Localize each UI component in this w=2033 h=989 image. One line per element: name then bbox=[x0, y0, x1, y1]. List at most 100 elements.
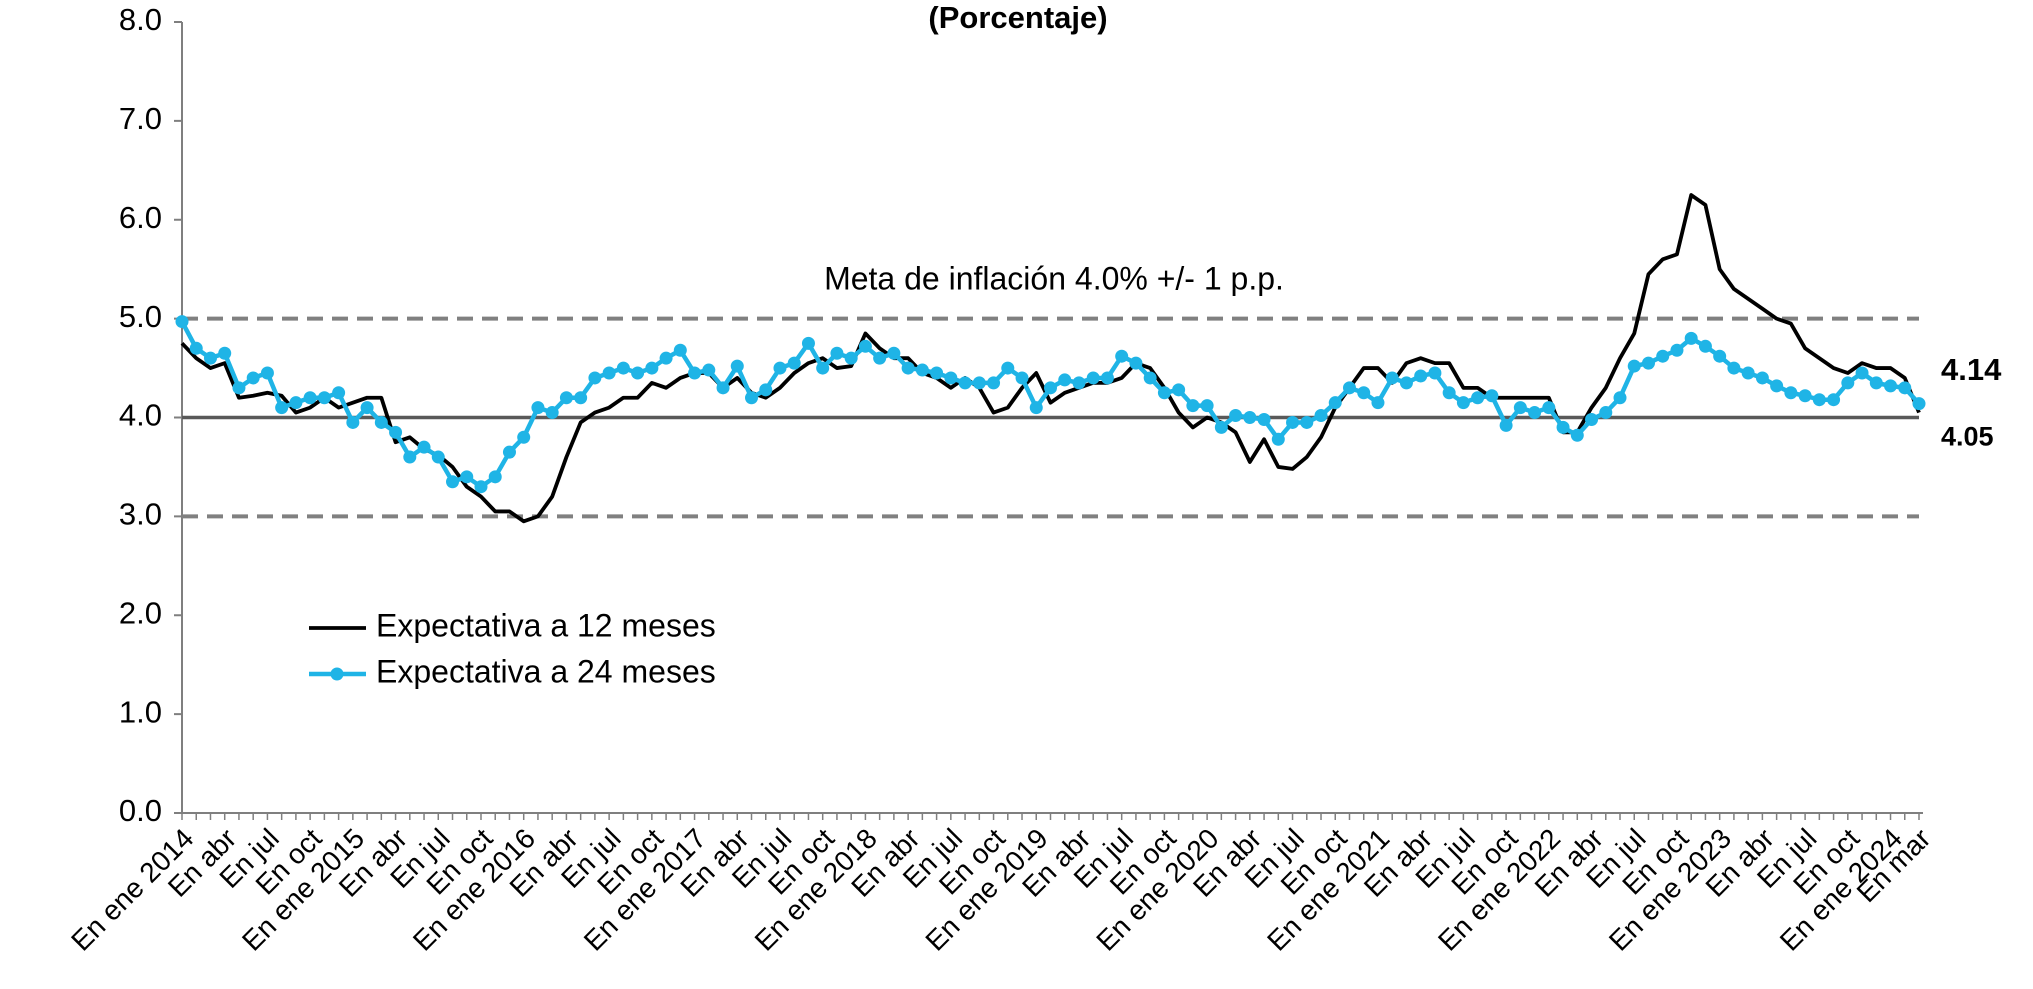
series-marker bbox=[1300, 415, 1314, 429]
series-marker bbox=[332, 386, 346, 400]
series-marker bbox=[716, 381, 730, 395]
series-marker bbox=[1200, 399, 1214, 413]
series-marker bbox=[1342, 381, 1356, 395]
series-marker bbox=[1399, 376, 1413, 390]
series-marker bbox=[858, 339, 872, 353]
series-marker bbox=[517, 430, 531, 444]
series-marker bbox=[1442, 386, 1456, 400]
series-marker bbox=[1143, 371, 1157, 385]
series-marker bbox=[1855, 366, 1869, 380]
series-marker bbox=[1585, 412, 1599, 426]
series-marker bbox=[745, 391, 759, 405]
series-marker bbox=[303, 391, 317, 405]
series-marker bbox=[175, 315, 189, 329]
series-marker bbox=[403, 450, 417, 464]
series-marker bbox=[1157, 386, 1171, 400]
series-marker bbox=[688, 366, 702, 380]
series-marker bbox=[1172, 383, 1186, 397]
series-marker bbox=[1357, 386, 1371, 400]
series-marker bbox=[673, 343, 687, 357]
series-marker bbox=[374, 415, 388, 429]
series-marker bbox=[1869, 376, 1883, 390]
series-marker bbox=[1044, 381, 1057, 395]
series-marker bbox=[887, 346, 901, 360]
series-marker bbox=[873, 351, 887, 365]
series-marker bbox=[260, 366, 274, 380]
series-marker bbox=[1641, 356, 1655, 370]
annotation: Meta de inflación 4.0% +/- 1 p.p. bbox=[824, 260, 1284, 296]
series-marker bbox=[1542, 401, 1556, 415]
series-marker bbox=[1029, 401, 1043, 415]
series-marker bbox=[1414, 369, 1428, 383]
series-marker bbox=[346, 415, 360, 429]
series-marker bbox=[816, 361, 830, 375]
series-marker bbox=[1086, 371, 1100, 385]
series-marker bbox=[1485, 389, 1499, 403]
series-marker bbox=[1513, 401, 1527, 415]
series-marker bbox=[1670, 343, 1684, 357]
series-marker bbox=[1841, 376, 1855, 390]
chart-title: (Porcentaje) bbox=[928, 0, 1107, 35]
series-marker bbox=[958, 376, 972, 390]
series-marker bbox=[588, 371, 602, 385]
series-marker bbox=[1556, 420, 1570, 434]
series-marker bbox=[1456, 396, 1470, 410]
series-marker bbox=[631, 366, 645, 380]
series-marker bbox=[1627, 359, 1641, 373]
end-value-label: 4.05 bbox=[1941, 422, 1994, 452]
y-tick-label: 5.0 bbox=[119, 299, 162, 334]
legend-label: Expectativa a 12 meses bbox=[376, 607, 716, 643]
series-marker bbox=[1770, 379, 1784, 393]
series-marker bbox=[246, 371, 260, 385]
series-marker bbox=[1884, 379, 1898, 393]
series-marker bbox=[1058, 373, 1072, 387]
series-marker bbox=[1314, 409, 1328, 423]
series-marker bbox=[559, 391, 573, 405]
series-marker bbox=[1499, 418, 1513, 432]
series-marker bbox=[574, 391, 588, 405]
series-marker bbox=[1186, 399, 1200, 413]
series-marker bbox=[730, 359, 744, 373]
y-tick-label: 0.0 bbox=[119, 793, 162, 828]
series-marker bbox=[787, 356, 801, 370]
series-marker bbox=[773, 361, 787, 375]
series-marker bbox=[1428, 366, 1442, 380]
series-marker bbox=[801, 336, 815, 350]
series-marker bbox=[360, 401, 374, 415]
series-marker bbox=[1827, 393, 1841, 407]
series-marker bbox=[830, 346, 844, 360]
series-marker bbox=[1471, 391, 1485, 405]
series-marker bbox=[289, 396, 303, 410]
y-tick-label: 1.0 bbox=[119, 694, 162, 729]
series-marker bbox=[1243, 411, 1257, 424]
series-marker bbox=[930, 366, 944, 380]
series-marker bbox=[1613, 391, 1627, 405]
series-marker bbox=[645, 361, 659, 375]
y-tick-label: 4.0 bbox=[119, 398, 162, 433]
series-marker bbox=[1599, 406, 1613, 420]
series-marker bbox=[616, 361, 630, 375]
series-marker bbox=[417, 440, 431, 454]
series-marker bbox=[389, 425, 403, 439]
y-tick-label: 6.0 bbox=[119, 200, 162, 235]
series-marker bbox=[531, 401, 545, 415]
series-marker bbox=[944, 371, 958, 385]
series-line bbox=[180, 193, 1921, 524]
series-marker bbox=[1684, 331, 1698, 345]
series-marker bbox=[1115, 349, 1129, 363]
series-marker bbox=[460, 470, 474, 484]
series-marker bbox=[488, 470, 502, 484]
series-marker bbox=[1257, 412, 1271, 426]
series-marker bbox=[1129, 356, 1143, 370]
series-marker bbox=[972, 376, 986, 390]
legend-marker bbox=[330, 667, 344, 681]
series-marker bbox=[1214, 420, 1228, 434]
series-marker bbox=[203, 351, 217, 365]
y-tick-label: 3.0 bbox=[119, 497, 162, 532]
series-marker bbox=[232, 381, 246, 395]
series-marker bbox=[1271, 432, 1285, 446]
series-marker bbox=[1698, 339, 1712, 353]
